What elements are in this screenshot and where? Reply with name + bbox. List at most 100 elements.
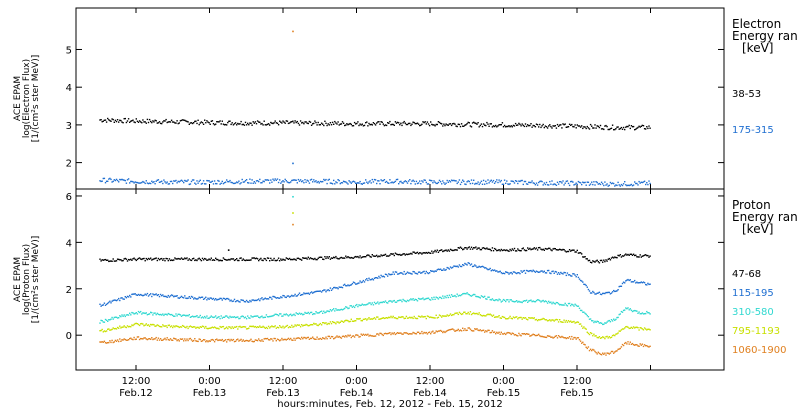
data-point [453,329,455,331]
data-point [218,260,220,262]
data-point [316,124,318,126]
data-point [151,312,153,314]
data-point [195,315,197,318]
data-point [320,181,323,183]
data-point [198,327,200,329]
data-point [481,329,484,332]
data-point [387,332,389,335]
data-point [495,248,497,251]
data-point [324,289,326,291]
data-point [552,301,554,304]
data-point [276,122,279,124]
data-point [459,265,462,268]
data-point [478,312,480,314]
data-point [132,338,134,341]
data-point [392,253,394,255]
data-point [390,273,392,276]
data-point [560,271,562,274]
data-point [577,321,580,323]
data-point [212,339,215,341]
legend-entry: 795-1193 [732,326,780,337]
data-point [305,292,307,295]
data-point [186,180,188,182]
data-point [615,290,617,292]
data-point [566,126,569,128]
data-point [239,123,241,125]
data-point [314,338,316,340]
data-point [516,180,518,182]
data-point [357,318,359,320]
data-point [140,121,142,123]
data-point [251,316,253,318]
data-point [598,126,601,129]
data-point [604,352,606,354]
data-point [134,338,136,341]
data-point [638,311,640,313]
data-point [161,339,163,341]
data-point [449,296,452,298]
data-point [550,249,552,251]
data-point [579,323,582,325]
data-point [263,120,265,122]
data-point [107,328,109,330]
data-point [198,123,200,126]
data-point [204,327,206,329]
data-point [294,339,296,341]
data-point [524,333,527,336]
data-point [365,318,367,320]
data-point [223,124,226,126]
data-point [249,259,251,261]
data-point [449,248,452,251]
data-point [406,299,409,302]
data-point [226,124,228,126]
data-point [320,291,323,293]
data-point [104,258,107,261]
data-point [271,122,273,124]
data-point [541,318,543,320]
data-point [285,180,287,182]
data-point [553,125,555,127]
data-point [645,345,647,347]
data-point [234,326,237,328]
data-point [101,121,103,123]
data-point [516,124,518,126]
data-point [648,283,650,286]
data-point [631,342,634,345]
data-point [562,336,564,338]
data-point [396,300,399,302]
data-point [260,316,262,318]
data-point [122,298,124,300]
data-point [597,351,599,353]
data-point [302,325,304,327]
data-point [279,297,281,299]
data-point [474,328,476,330]
data-point [592,127,594,129]
data-point [129,259,131,261]
data-point [334,321,336,324]
data-point [347,256,349,258]
data-point [178,313,180,316]
data-point [458,179,461,181]
data-point [163,120,165,122]
data-point [211,120,214,122]
data-point [395,122,398,124]
data-point [326,323,328,326]
data-point [142,180,144,183]
data-point [388,122,390,124]
data-point [108,178,110,180]
data-point [562,248,564,251]
data-point [499,270,501,272]
data-point [291,294,293,297]
series-175-315 [99,177,651,187]
data-point [496,270,498,272]
data-point [113,121,115,123]
data-point [457,328,459,331]
data-point [247,122,249,125]
data-point [474,122,476,124]
data-point [216,338,218,340]
data-point [509,299,511,301]
data-point [617,332,619,334]
data-point [350,284,352,286]
data-point [564,272,566,274]
data-point [285,296,287,299]
